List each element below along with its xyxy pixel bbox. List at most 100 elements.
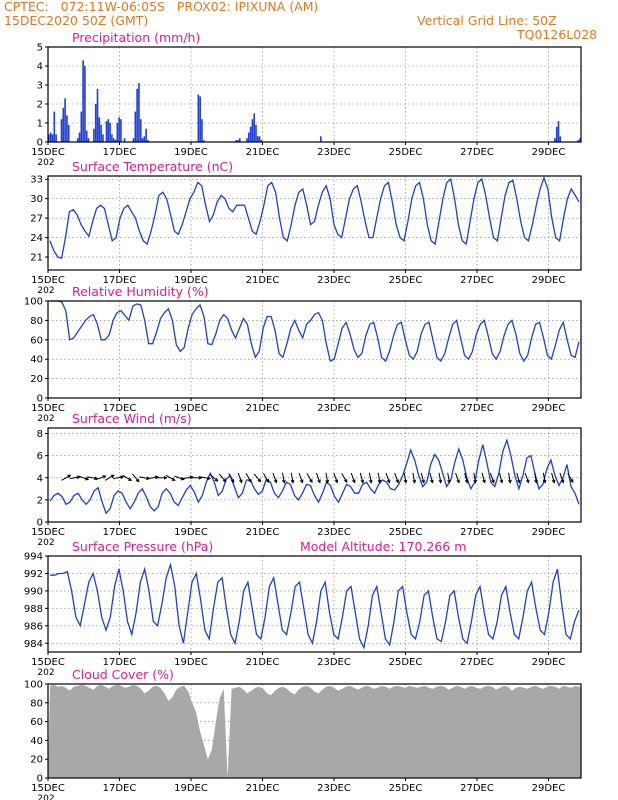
wind-arrow-shaft	[412, 472, 416, 483]
wind-arrow-head	[542, 479, 547, 484]
x-tick-label: 23DEC	[317, 527, 351, 538]
wind-arrow-shaft	[272, 472, 277, 483]
x-tick-label: 19DEC	[174, 403, 208, 414]
x-tick-label: 17DEC	[103, 275, 137, 286]
x-tick-label: 27DEC	[460, 275, 494, 286]
wind-arrow-head	[438, 479, 443, 484]
wind-arrow	[385, 472, 391, 484]
precip-bar	[111, 134, 113, 142]
y-tick-label: 100	[24, 297, 43, 308]
wind-arrow	[542, 472, 547, 484]
precip-bar	[141, 138, 144, 142]
wind-arrow-head	[534, 479, 538, 484]
header-grid-note: Vertical Grid Line: 50Z	[417, 13, 557, 28]
wind-arrow	[306, 473, 313, 484]
precip-bar	[235, 140, 237, 142]
panel-title: Relative Humidity (%)	[72, 284, 209, 299]
wind-arrow-shaft	[174, 475, 184, 480]
wind-arrow-head	[317, 479, 321, 484]
x-year-label: 202	[37, 538, 54, 548]
wind-arrow-shaft	[447, 472, 450, 483]
wind-arrow-shaft	[218, 473, 227, 482]
x-year-label: 202	[37, 286, 54, 296]
x-year-label: 202	[37, 794, 54, 800]
wind-arrow-head	[343, 479, 348, 484]
wind-arrow-shaft	[182, 476, 193, 480]
y-tick-label: 0	[37, 774, 43, 785]
wind-arrow-head	[551, 479, 556, 484]
wind-arrow	[113, 475, 125, 480]
wind-arrow-shaft	[131, 473, 140, 482]
series-line	[50, 562, 580, 650]
wind-arrow-shaft	[341, 473, 348, 483]
wind-arrow-head	[214, 478, 219, 482]
wind-arrow-head	[189, 475, 194, 480]
wind-arrow	[481, 472, 486, 484]
y-tick-label: 3	[37, 81, 43, 92]
precip-bar	[105, 121, 108, 142]
wind-arrow	[290, 472, 295, 484]
x-tick-label: 19DEC	[174, 783, 208, 794]
wind-arrow	[551, 472, 556, 484]
precip-bar	[80, 111, 83, 142]
wind-arrow-head	[135, 478, 140, 483]
precip-bar	[100, 124, 102, 142]
x-tick-label: 17DEC	[103, 527, 137, 538]
y-tick-label: 992	[24, 569, 43, 580]
wind-arrow-shaft	[394, 472, 399, 483]
wind-arrow	[447, 472, 451, 484]
wind-arrow-head	[290, 479, 295, 484]
x-tick-label: 29DEC	[532, 783, 566, 794]
precip-bar	[138, 83, 140, 142]
wind-arrow-shaft	[113, 476, 124, 480]
wind-arrow-head	[499, 479, 504, 484]
wind-arrow-shaft	[87, 476, 98, 480]
wind-arrow-head	[110, 474, 115, 479]
x-tick-label: 21DEC	[246, 275, 280, 286]
wind-arrow-shaft	[534, 472, 537, 483]
wind-arrow-shaft	[350, 472, 356, 483]
wind-arrow-shaft	[104, 474, 115, 481]
wind-arrow-shaft	[95, 475, 106, 480]
wind-arrow	[325, 472, 330, 484]
wind-arrow	[218, 473, 227, 483]
wind-arrow-shaft	[69, 476, 80, 480]
y-tick-label: 984	[24, 639, 43, 650]
precip-bar	[147, 140, 149, 142]
precip-bar	[96, 88, 99, 142]
wind-arrow-head	[281, 479, 286, 484]
x-tick-label: 19DEC	[174, 527, 208, 538]
wind-arrow	[412, 472, 417, 484]
wind-arrow-shaft	[359, 472, 364, 483]
wind-arrow-head	[309, 479, 313, 484]
wind-arrow	[139, 476, 151, 481]
panel-title: Cloud Cover (%)	[72, 667, 174, 682]
wind-arrow-head	[447, 479, 451, 484]
y-tick-label: 60	[30, 717, 43, 728]
wind-arrow-head	[128, 477, 133, 481]
wind-arrow-head	[120, 475, 125, 480]
y-tick-label: 33	[30, 175, 43, 186]
y-tick-label: 0	[37, 518, 43, 529]
wind-arrow-head	[395, 479, 400, 484]
wind-arrow-shaft	[498, 472, 503, 483]
precip-bar	[94, 104, 97, 142]
wind-arrow-head	[421, 479, 425, 484]
wind-arrow-head	[412, 479, 417, 484]
x-tick-label: 27DEC	[460, 403, 494, 414]
precip-bar	[559, 136, 562, 142]
wind-arrow-head	[525, 479, 530, 484]
precip-bar	[139, 119, 142, 142]
wind-arrow-shaft	[524, 472, 530, 483]
wind-arrow	[87, 476, 99, 481]
y-tick-label: 60	[30, 335, 43, 346]
x-tick-label: 15DEC	[31, 275, 65, 286]
x-tick-label: 29DEC	[532, 275, 566, 286]
wind-arrow	[209, 474, 219, 482]
x-tick-label: 23DEC	[317, 783, 351, 794]
panel-frame	[47, 683, 582, 779]
wind-arrow-head	[248, 479, 252, 484]
x-tick-label: 29DEC	[532, 657, 566, 668]
precip-bar	[260, 140, 263, 142]
precip-bar	[258, 136, 261, 142]
